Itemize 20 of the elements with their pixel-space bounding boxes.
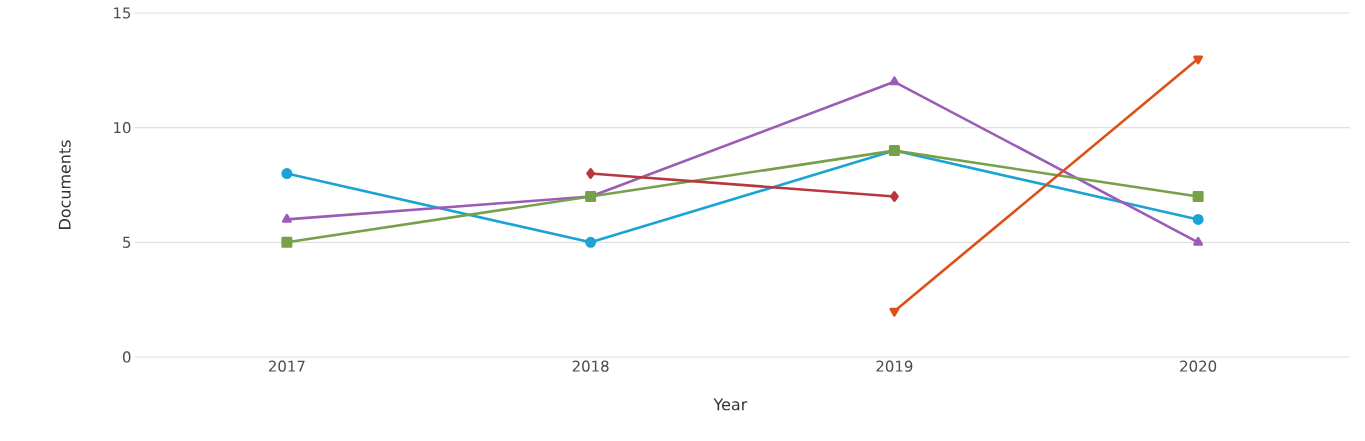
point	[1192, 213, 1204, 225]
x-tick-label: 2017	[268, 360, 305, 372]
y-tick-label: 10	[114, 122, 131, 134]
point	[281, 213, 292, 223]
point	[586, 168, 596, 180]
point	[1192, 190, 1204, 202]
x-tick-label: 2018	[572, 360, 609, 372]
x-tick-label: 2020	[1180, 360, 1217, 372]
point	[889, 76, 900, 86]
y-tick-label: 5	[123, 236, 131, 248]
x-tick-label: 2019	[876, 360, 913, 372]
y-axis-title: Documents	[58, 140, 71, 229]
point	[281, 168, 293, 180]
point	[889, 190, 899, 202]
y-tick-label: 15	[114, 7, 131, 19]
point	[585, 236, 597, 248]
point	[281, 236, 293, 248]
point	[1193, 236, 1204, 246]
y-tick-label: 0	[122, 351, 131, 363]
x-axis-title: Year	[713, 398, 748, 411]
